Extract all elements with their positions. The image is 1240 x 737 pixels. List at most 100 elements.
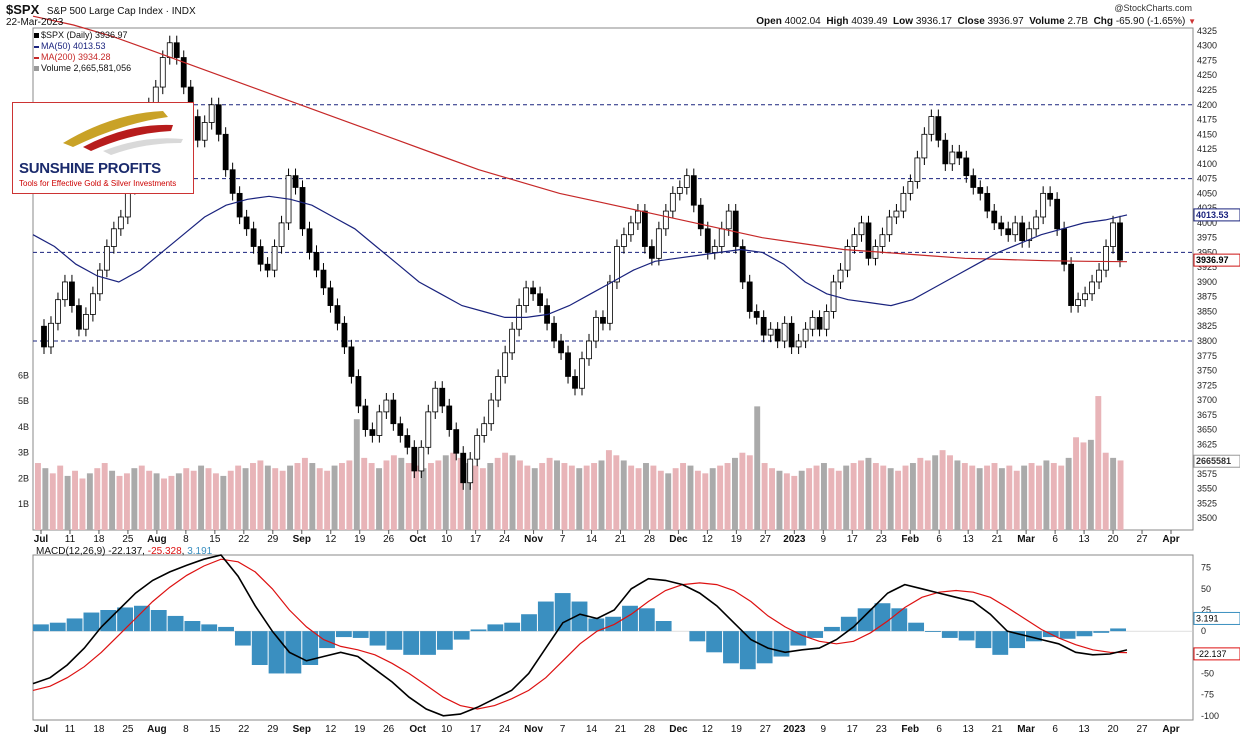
candle-body [341,322,348,348]
macd-x-tick-label: 22 [238,724,250,735]
volume-bar [413,465,420,530]
macd-x-tick-label: 18 [93,724,105,735]
candle-body [551,322,557,342]
volume-bar [798,470,805,530]
volume-bar [1073,437,1080,530]
candle-body [963,157,970,177]
price-tick-label: 3575 [1197,469,1217,479]
price-tick-label: 3525 [1197,498,1217,508]
macd-histogram-bar [403,631,420,655]
price-tick-label: 4300 [1197,41,1217,51]
volume-bar [353,419,360,530]
x-tick-label: 17 [470,534,482,545]
macd-histogram-bar [941,631,958,638]
price-tick-label: 4025 [1197,203,1217,213]
macd-x-tick-label: 23 [876,724,888,735]
macd-x-tick-label: 12 [702,724,714,735]
volume-bar [86,473,93,530]
candle-body [970,175,977,188]
macd-tick-label: -50 [1201,668,1214,678]
candle-body [432,387,439,413]
x-tick-label: 15 [209,534,221,545]
candle-body [271,246,278,271]
volume-bar [909,463,916,530]
chart-date: 22-Mar-2023 [6,17,64,28]
volume-bar [220,475,227,530]
candle-body [984,192,991,212]
x-tick-label: 21 [615,534,627,545]
candle-body [159,57,166,88]
candle-body [942,139,949,165]
candle-body [481,423,488,436]
x-tick-label: 11 [65,534,76,545]
volume-bar [309,463,316,530]
candle-body [1054,198,1061,230]
volume-bar [1050,463,1057,530]
candle-body [208,104,215,123]
volume-bar [101,463,108,530]
volume-bar [1028,463,1035,530]
volume-bar [843,465,850,530]
volume-bar [813,465,820,530]
macd-x-tick-label: Mar [1017,724,1035,735]
price-tick-label: 4275 [1197,55,1217,65]
volume-bar [680,463,687,530]
price-tick-label: 3550 [1197,484,1217,494]
volume-bar [850,463,857,530]
price-tick-label: 4250 [1197,70,1217,80]
volume-bar [1065,457,1072,530]
candle-body [956,151,963,159]
macd-histogram-bar [302,631,319,665]
x-tick-label: 19 [354,534,366,545]
volume-badge: 2665581 [1196,456,1231,466]
volume-bar [872,463,879,530]
candle-body [767,328,774,336]
macd-histogram-bar [891,608,908,632]
volume-bar [1102,452,1109,530]
macd-histogram-bar [386,631,403,650]
volume-bar [620,460,627,530]
macd-histogram-bar [218,626,234,632]
x-tick-label: 14 [586,534,598,545]
volume-bar [717,465,724,530]
volume-bar [257,460,264,530]
candle-body [1089,281,1095,295]
macd-x-tick-label: 17 [470,724,482,735]
candle-body [662,210,669,230]
price-tick-label: 3725 [1197,380,1217,390]
candle-body [474,435,481,460]
macd-histogram-bar [537,601,554,632]
candle-body [313,252,320,271]
candle-body [523,287,530,306]
candle-body [89,293,96,315]
volume-bar [976,468,983,530]
price-tick-label: 3875 [1197,292,1217,302]
macd-histogram-bar [723,631,739,664]
macd-histogram-bar [470,629,487,632]
volume-badge-box [1193,454,1240,468]
candle-body [837,269,844,283]
candle-body [117,216,124,230]
volume-bar [346,460,353,530]
volume-bar [917,457,924,530]
candle-body [558,340,564,354]
macd-x-tick-label: Feb [901,724,919,735]
candle-body [530,287,536,295]
volume-bar [554,460,560,530]
candle-body [1117,222,1123,261]
macd-tick-label: 0 [1201,626,1206,636]
volume-bar [405,463,412,530]
price-tick-label: 3650 [1197,425,1217,435]
candle-body [655,228,662,259]
volume-tick-label: 6B [18,370,29,380]
volume-bar [598,460,605,530]
volume-bar [153,473,160,530]
macd-histogram-bar [201,624,218,632]
macd-tick-label: -75 [1201,690,1214,700]
candle-body [718,228,725,247]
macd-x-tick-label: 6 [1052,724,1058,735]
macd-x-tick-label: 9 [821,724,827,735]
candle-body [509,328,516,354]
candle-body [369,429,376,436]
